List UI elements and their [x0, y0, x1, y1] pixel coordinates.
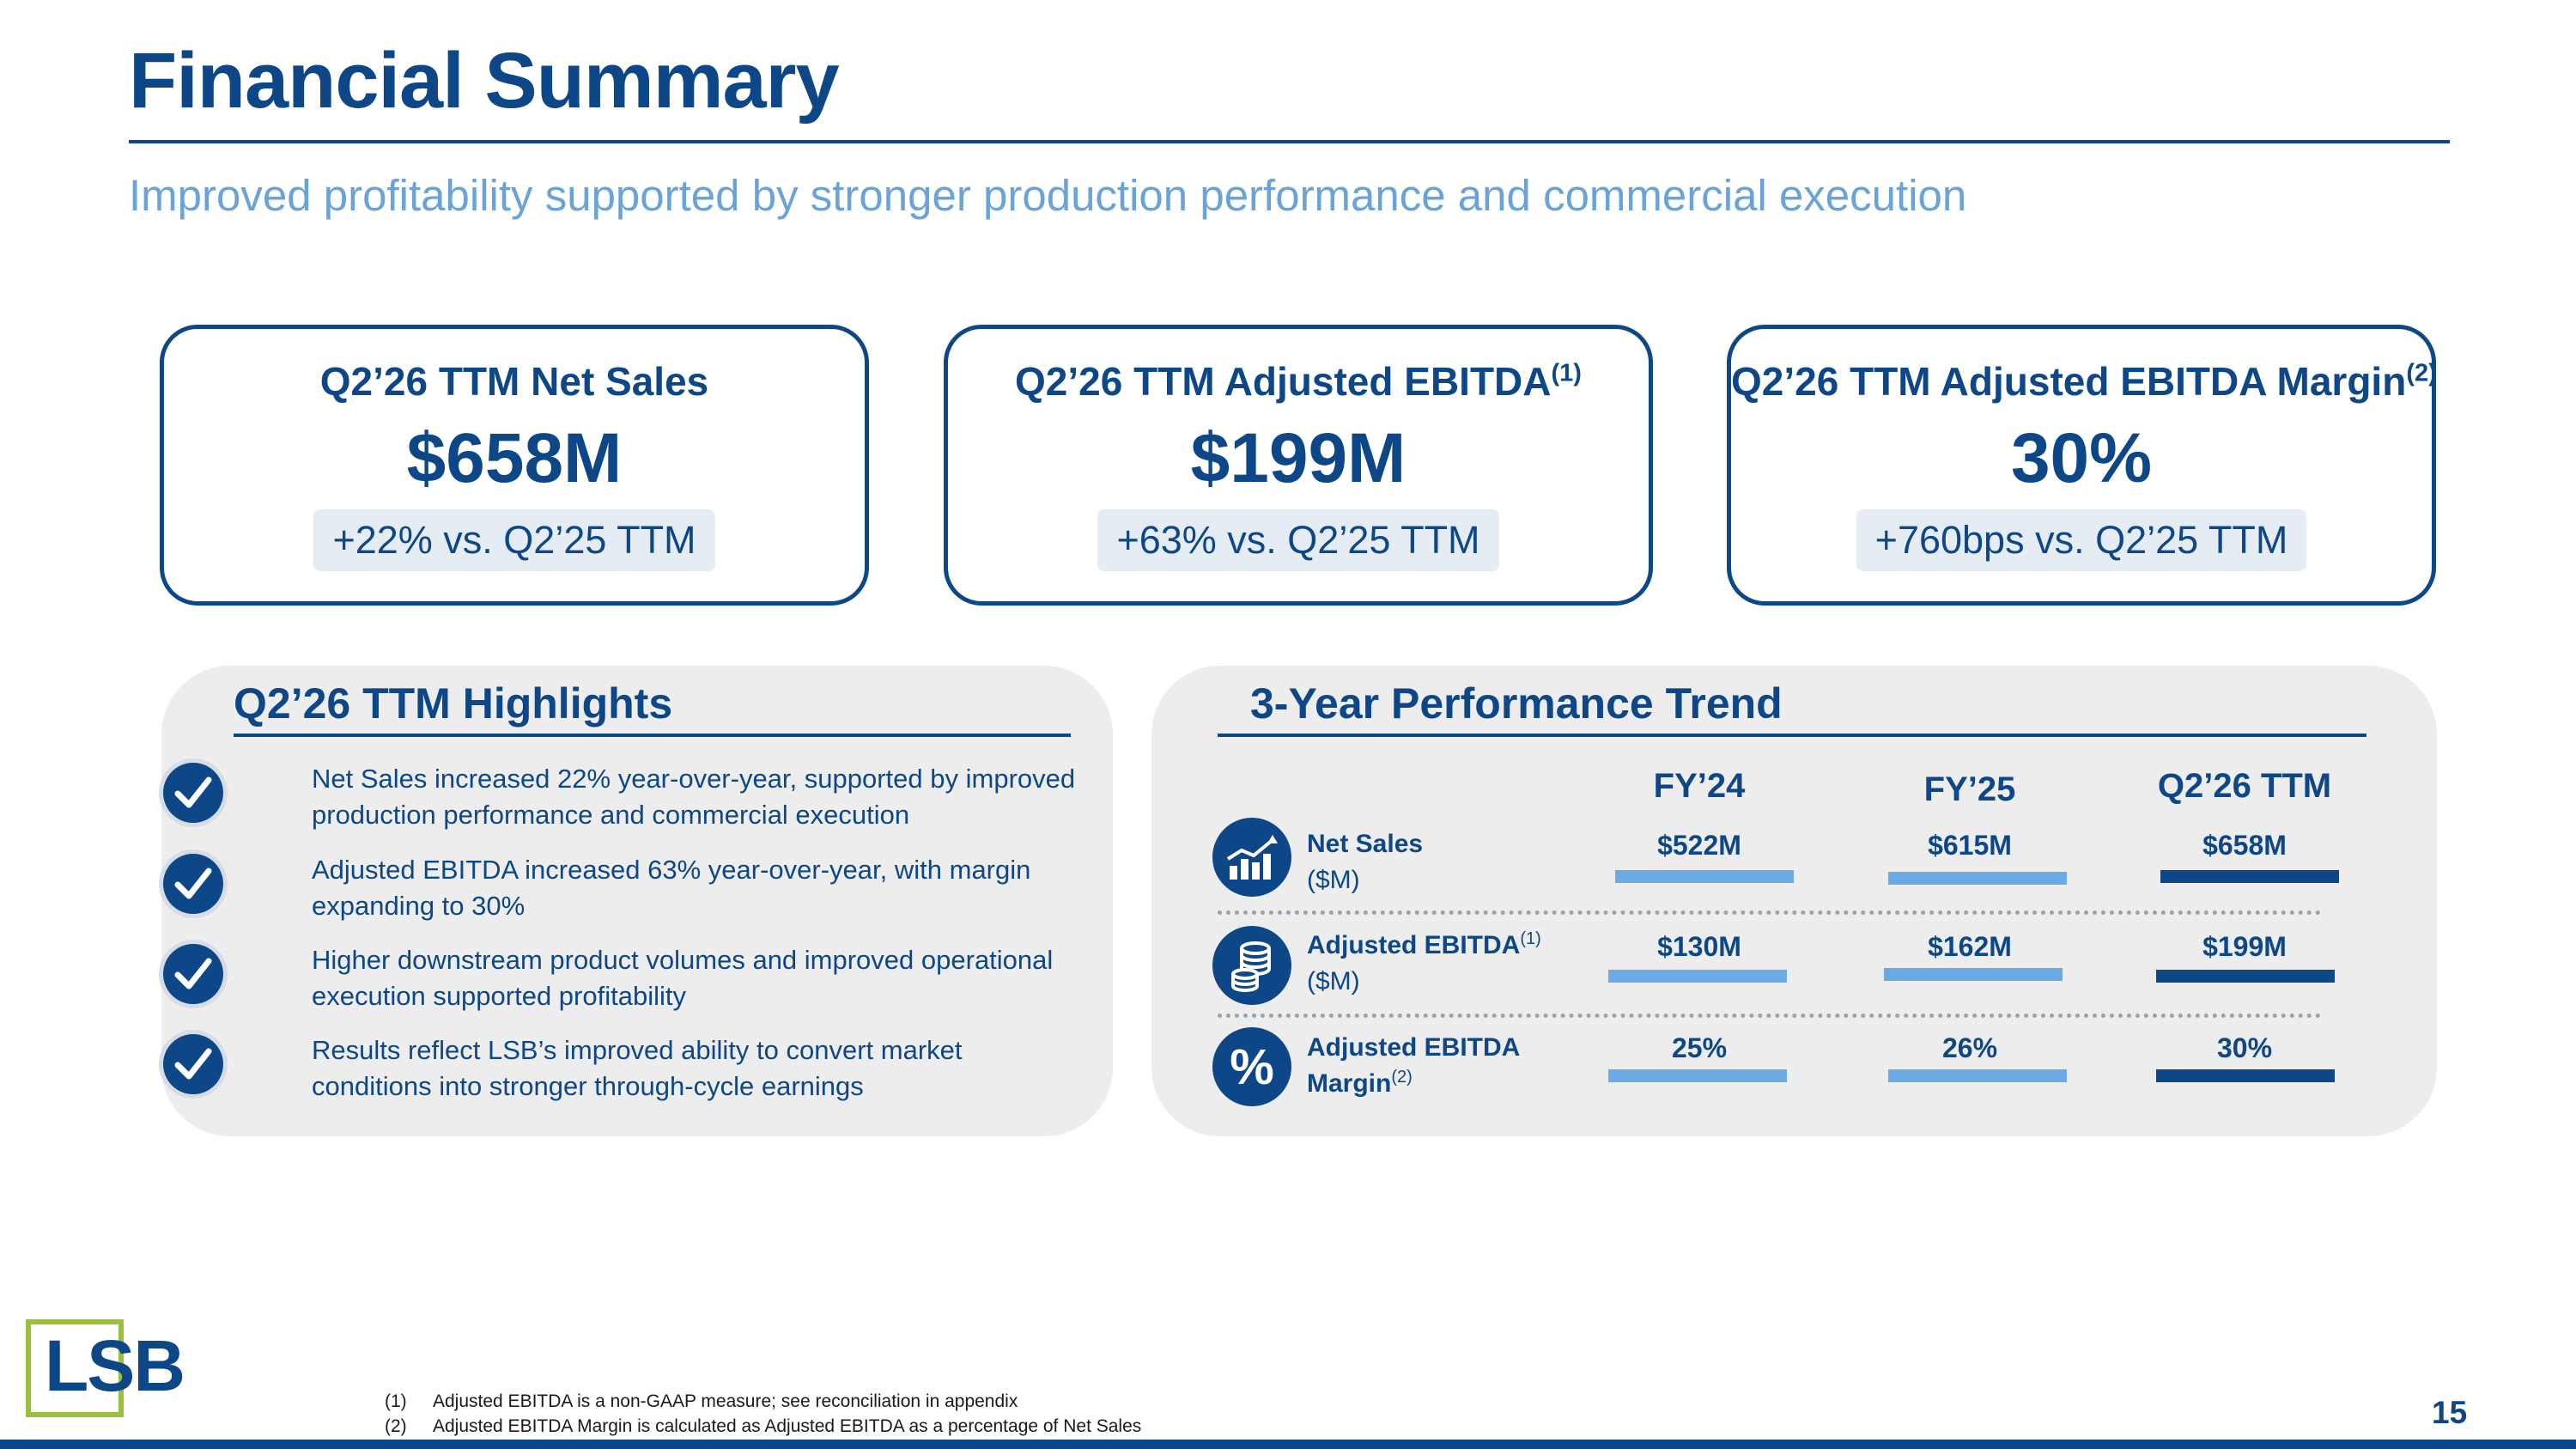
check-circle-icon [163, 763, 223, 823]
title-divider [129, 140, 2450, 143]
trend-bar [1888, 1069, 2067, 1082]
trend-bar [1608, 1069, 1787, 1082]
kpi-card-adjusted-ebitda: Q2’26 TTM Adjusted EBITDA(1) $199M +63% … [944, 325, 1653, 606]
trend-bar [1884, 968, 2063, 981]
kpi-value: $658M [406, 419, 623, 497]
highlights-divider [234, 734, 1071, 737]
kpi-card-ebitda-margin: Q2’26 TTM Adjusted EBITDA Margin(2) 30% … [1727, 325, 2437, 606]
svg-text:%: % [1230, 1039, 1274, 1095]
footnote: (2) Adjusted EBITDA Margin is calculated … [385, 1416, 1142, 1436]
footer-bar [0, 1440, 2576, 1449]
kpi-change-badge: +22% vs. Q2’25 TTM [313, 509, 715, 572]
page-number: 15 [2432, 1395, 2468, 1430]
check-circle-icon [163, 1034, 223, 1094]
row-separator [1218, 910, 2321, 915]
trend-bar [1615, 870, 1794, 883]
kpi-title: Q2’26 TTM Net Sales [319, 359, 709, 404]
kpi-change-badge: +760bps vs. Q2’25 TTM [1856, 509, 2307, 572]
value-cell: 25% [1671, 1032, 1728, 1063]
highlight-text: Net Sales increased 22% year-over-year, … [312, 764, 1076, 830]
check-circle-icon [163, 854, 223, 914]
value-cell: 26% [1941, 1032, 1998, 1063]
value-cell: 30% [2216, 1032, 2273, 1063]
trend-title: 3-Year Performance Trend [1250, 679, 1783, 728]
highlight-text: Higher downstream product volumes and im… [312, 945, 1054, 1011]
highlight-text: Results reflect LSB’s improved ability t… [312, 1035, 963, 1101]
row-separator [1218, 1014, 2321, 1018]
check-circle-icon [163, 944, 223, 1004]
kpi-card-net-sales: Q2’26 TTM Net Sales $658M +22% vs. Q2’25… [160, 325, 869, 606]
trend-bar [2160, 870, 2339, 883]
column-header: Q2’26 TTM [2157, 767, 2332, 805]
value-cell: $130M [1657, 931, 1741, 962]
highlights-title: Q2’26 TTM Highlights [234, 679, 673, 728]
value-cell: $615M [1928, 830, 2012, 861]
value-cell: $522M [1657, 830, 1741, 861]
kpi-value: 30% [2010, 419, 2153, 497]
bar-chart-icon [1212, 818, 1291, 897]
trend-bar [1608, 970, 1787, 983]
kpi-value: $199M [1190, 419, 1406, 497]
logo-frame [26, 1319, 124, 1417]
trend-bar [2156, 1069, 2335, 1082]
trend-panel [1151, 666, 2437, 1136]
kpi-title: Q2’26 TTM Adjusted EBITDA Margin(2) [1731, 359, 2437, 404]
trend-bar [2156, 970, 2335, 983]
page-subtitle: Improved profitability supported by stro… [129, 171, 1967, 220]
metric-label-ebitda-margin: Adjusted EBITDA Margin(2) [1307, 1033, 1521, 1098]
column-header: FY’24 [1653, 767, 1746, 805]
metric-label-adjusted-ebitda: Adjusted EBITDA(1) ($M) [1307, 929, 1541, 995]
metric-label-net-sales: Net Sales ($M) [1307, 830, 1424, 894]
coin-stack-icon [1212, 926, 1291, 1005]
kpi-title: Q2’26 TTM Adjusted EBITDA(1) [1015, 359, 1582, 404]
trend-bar [1888, 872, 2067, 885]
value-cell: $199M [2202, 931, 2287, 962]
footnote: (1) Adjusted EBITDA is a non-GAAP measure… [385, 1391, 1018, 1411]
column-header: FY’25 [1923, 770, 2016, 808]
highlight-text: Adjusted EBITDA increased 63% year-over-… [312, 855, 1031, 921]
kpi-change-badge: +63% vs. Q2’25 TTM [1097, 509, 1499, 572]
value-cell: $658M [2202, 830, 2287, 861]
page-title: Financial Summary [129, 37, 840, 125]
highlights-panel [161, 666, 1113, 1136]
value-cell: $162M [1928, 931, 2012, 962]
trend-divider [1218, 734, 2366, 737]
percent-icon: % [1212, 1027, 1291, 1106]
company-logo: LSB [45, 1325, 185, 1406]
